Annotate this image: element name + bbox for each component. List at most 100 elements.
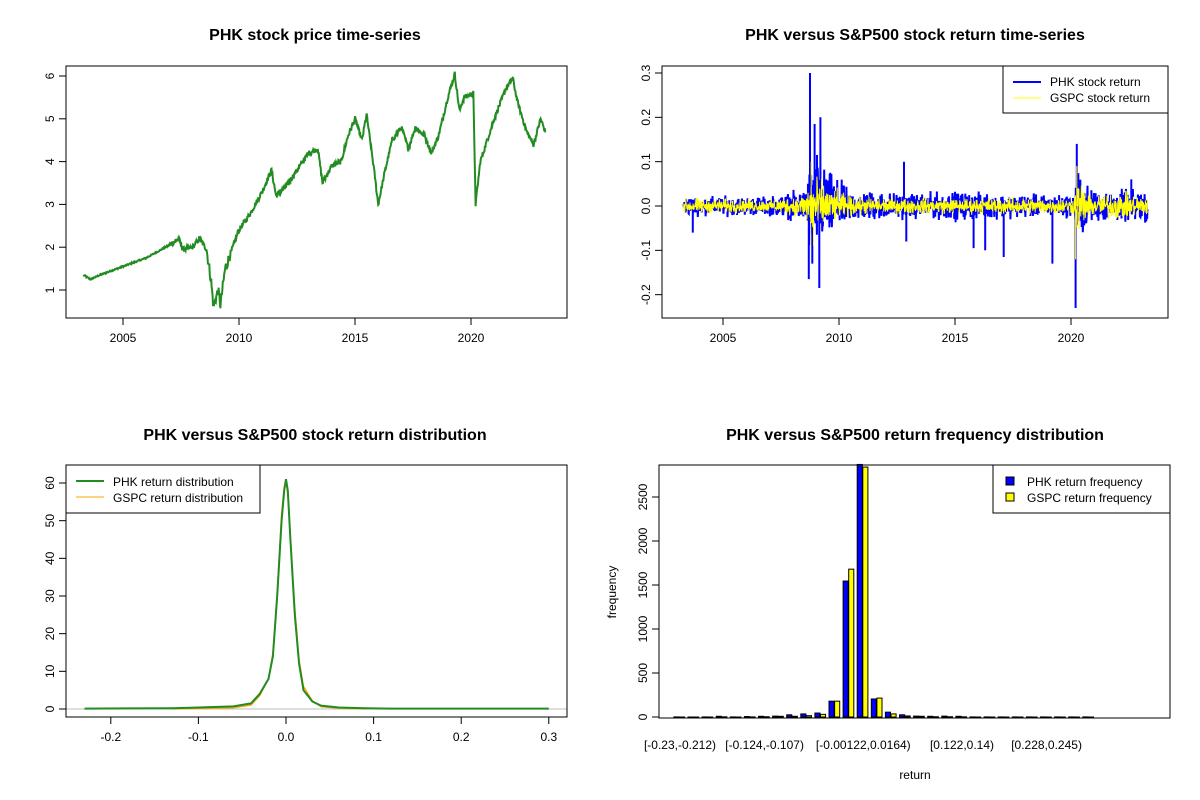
gspc-frequency-bar xyxy=(961,716,968,718)
phk-frequency-bar xyxy=(758,715,765,718)
phk-frequency-bar xyxy=(1025,716,1033,718)
gspc-frequency-bar xyxy=(1017,716,1024,718)
y-tick-label: 1000 xyxy=(636,615,650,642)
x-tick-label: 0.0 xyxy=(278,730,295,744)
x-tick-label: [-0.00122,0.0164) xyxy=(816,738,911,752)
chart-title: PHK versus S&P500 return frequency distr… xyxy=(726,427,1104,444)
y-tick-label: 1500 xyxy=(636,571,650,598)
legend: PHK return distribution GSPC return dist… xyxy=(65,464,261,514)
y-tick-label: 20 xyxy=(43,627,57,641)
y-tick-label: 6 xyxy=(43,72,57,79)
gspc-frequency-bar xyxy=(763,716,770,718)
legend-label: GSPC return frequency xyxy=(1027,491,1152,505)
gspc-frequency-bar xyxy=(805,715,813,718)
y-tick-label: 4 xyxy=(43,158,57,165)
phk-frequency-bar xyxy=(1082,716,1089,718)
gspc-frequency-bar xyxy=(1045,716,1052,718)
phk-frequency-bar xyxy=(927,715,934,718)
y-tick-label: 0.1 xyxy=(639,153,653,170)
phk-frequency-bar xyxy=(899,714,906,718)
x-tick-label: [-0.124,-0.107) xyxy=(725,738,804,752)
gspc-frequency-bar xyxy=(862,466,869,718)
legend: PHK return frequency GSPC return frequen… xyxy=(992,464,1171,514)
phk-frequency-bar xyxy=(772,715,779,718)
plot-frame xyxy=(661,65,1169,319)
phk-frequency-bar xyxy=(687,716,694,718)
gspc-frequency-bar xyxy=(791,715,798,718)
y-tick-label: 3 xyxy=(43,201,57,208)
phk-frequency-bar xyxy=(1068,716,1075,718)
y-tick-label: 10 xyxy=(43,664,57,678)
price-series-line xyxy=(82,71,547,309)
y-tick-label: 0 xyxy=(43,705,57,712)
phk-frequency-bar xyxy=(997,716,1004,718)
y-tick-label: 0.3 xyxy=(639,64,653,81)
return-timeseries-chart: PHK versus S&P500 stock return time-seri… xyxy=(639,27,1169,345)
x-tick-label: -0.1 xyxy=(188,730,209,744)
y-tick-label: 500 xyxy=(636,663,650,683)
x-tick-label: 2010 xyxy=(826,331,853,345)
phk-frequency-bar xyxy=(715,715,722,718)
gspc-frequency-bar xyxy=(721,716,728,718)
phk-frequency-bar xyxy=(1011,716,1018,718)
chart-title: PHK versus S&P500 stock return distribut… xyxy=(143,427,486,444)
phk-frequency-bar xyxy=(828,700,835,718)
gspc-frequency-bar xyxy=(946,716,954,718)
y-tick-label: 0.2 xyxy=(639,109,653,126)
y-tick-label: 50 xyxy=(43,514,57,528)
legend-label: PHK return frequency xyxy=(1027,475,1142,489)
y-tick-label: 1 xyxy=(43,286,57,293)
x-tick-label: 0.3 xyxy=(540,730,557,744)
x-tick-label: 2015 xyxy=(342,331,369,345)
y-tick-label: 30 xyxy=(43,589,57,603)
y-tick-label: 5 xyxy=(43,115,57,122)
x-tick-label: 2010 xyxy=(226,331,253,345)
phk-frequency-bar xyxy=(743,716,751,718)
gspc-frequency-bar xyxy=(749,716,756,718)
gspc-frequency-bar xyxy=(707,716,714,718)
legend: PHK stock return GSPC stock return xyxy=(1002,65,1169,114)
gspc-frequency-bar xyxy=(1073,716,1080,718)
x-tick-label: 2015 xyxy=(942,331,969,345)
gspc-frequency-bar xyxy=(777,715,784,718)
gspc-frequency-bar xyxy=(1087,716,1095,718)
phk-frequency-bar xyxy=(913,715,920,718)
y-tick-label: 2 xyxy=(43,244,57,251)
gspc-frequency-bar xyxy=(1031,716,1038,718)
x-tick-label: 2005 xyxy=(710,331,737,345)
y-tick-label: 40 xyxy=(43,551,57,565)
chart-title: PHK stock price time-series xyxy=(209,27,421,44)
gspc-frequency-bar xyxy=(989,716,996,718)
phk-frequency-bar xyxy=(955,715,962,718)
gspc-frequency-bar xyxy=(820,713,827,718)
gspc-frequency-bar xyxy=(834,700,841,718)
return-density-chart: PHK versus S&P500 stock return distribut… xyxy=(43,427,568,744)
price-chart: PHK stock price time-series 2005 2010 2015… xyxy=(43,27,568,345)
phk-frequency-bar xyxy=(814,712,821,718)
y-tick-label: 60 xyxy=(43,476,57,490)
legend-swatch-phk xyxy=(1005,476,1015,486)
legend-label: PHK stock return xyxy=(1050,75,1141,89)
phk-frequency-bar xyxy=(941,715,948,718)
gspc-frequency-bar xyxy=(1003,716,1010,718)
return-histogram-chart: PHK versus S&P500 return frequency distr… xyxy=(605,427,1171,782)
x-tick-label: 2020 xyxy=(1058,331,1085,345)
y-tick-label: -0.2 xyxy=(639,284,653,305)
phk-frequency-bar xyxy=(842,580,849,718)
gspc-frequency-bar xyxy=(975,716,982,718)
phk-frequency-bar xyxy=(870,698,877,718)
legend-box xyxy=(992,464,1171,514)
legend-label: PHK return distribution xyxy=(113,475,234,489)
phk-frequency-bar xyxy=(983,716,990,718)
y-tick-label: 0 xyxy=(636,713,650,720)
legend-box xyxy=(1002,65,1169,114)
phk-frequency-bar xyxy=(786,714,793,718)
x-tick-label: [0.122,0.14) xyxy=(930,738,994,752)
gspc-frequency-bar xyxy=(735,716,742,718)
x-tick-label: [0.228,0.245) xyxy=(1011,738,1082,752)
y-tick-label: 2500 xyxy=(636,483,650,510)
x-tick-label: [-0.23,-0.212) xyxy=(644,738,716,752)
gspc-frequency-bar xyxy=(693,716,700,718)
x-tick-label: 2005 xyxy=(110,331,137,345)
phk-frequency-bar xyxy=(1054,716,1061,718)
